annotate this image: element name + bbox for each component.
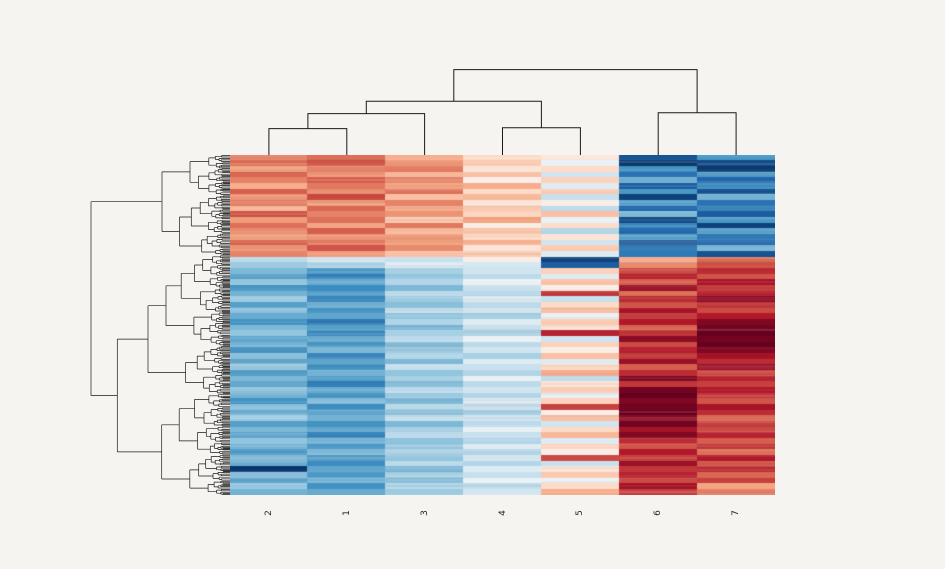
x-tick-label-col3: 3 — [419, 510, 430, 516]
x-tick-label-col2: 1 — [341, 510, 352, 516]
x-tick-label-col4: 4 — [497, 510, 508, 516]
row-dendrogram — [90, 155, 230, 495]
heatmap — [230, 155, 775, 495]
x-tick-label-col7: 7 — [731, 510, 742, 516]
x-tick-label-col1: 2 — [263, 510, 274, 516]
x-tick-labels: 2 1 3 4 5 6 7 — [230, 501, 775, 523]
x-tick-label-col5: 5 — [575, 510, 586, 516]
x-tick-label-col6: 6 — [653, 510, 664, 516]
column-dendrogram — [268, 69, 737, 155]
